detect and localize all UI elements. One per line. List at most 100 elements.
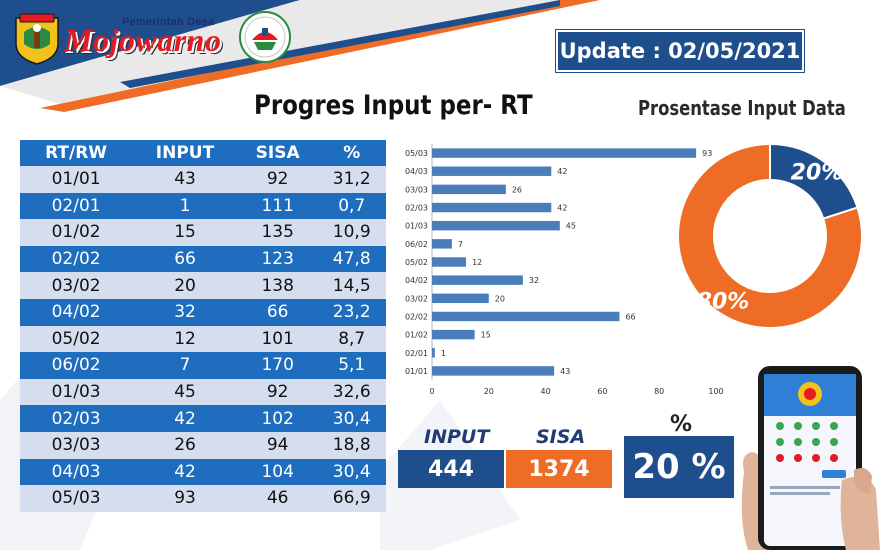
y-tick-label: 02/02: [405, 312, 428, 321]
x-tick-label: 80: [654, 387, 664, 396]
bar: [432, 329, 475, 340]
cell-percent: 18,8: [317, 431, 386, 459]
table-row: 01/03 45 92 32,6: [20, 378, 386, 406]
column-header-rtrw: RT/RW: [20, 140, 133, 166]
bar: [432, 184, 506, 195]
column-header-input: INPUT: [132, 140, 238, 166]
table-header-row: RT/RW INPUT SISA %: [20, 140, 386, 166]
data-label: 42: [557, 204, 567, 213]
table-row: 01/02 15 135 10,9: [20, 219, 386, 246]
bar: [432, 275, 523, 285]
cell-sisa: 94: [237, 431, 318, 459]
column-header-sisa: SISA: [237, 140, 318, 166]
cell-input: 43: [132, 166, 238, 193]
cell-rtrw: 04/02: [20, 298, 133, 326]
rt-progress-table: RT/RW INPUT SISA % 01/01 43 92 31,2 02/01 1 1…: [20, 140, 386, 512]
cell-input: 1: [132, 192, 238, 220]
header-orange-stripe: [40, 0, 600, 112]
org-subtitle: Pemerintah Desa: [122, 16, 215, 28]
bar: [432, 239, 452, 249]
sisa-total-value: 1374: [506, 450, 612, 488]
pie-chart-title: Prosentase Input Data: [638, 96, 846, 120]
bar: [432, 166, 552, 176]
update-date-badge: Update : 02/05/2021: [555, 29, 805, 73]
cell-percent: 5,1: [317, 352, 386, 379]
cell-sisa: 102: [237, 405, 318, 432]
data-label: 42: [557, 167, 567, 176]
cell-percent: 23,2: [317, 298, 386, 326]
y-tick-label: 05/02: [405, 258, 428, 267]
input-percentage-donut-chart: 20% 80%: [677, 142, 863, 329]
cell-rtrw: 03/02: [20, 272, 133, 299]
data-label: 66: [625, 312, 635, 321]
data-label: 43: [560, 367, 570, 376]
cell-percent: 31,2: [317, 166, 386, 193]
cell-rtrw: 01/03: [20, 378, 133, 406]
cell-percent: 10,9: [317, 219, 386, 246]
x-tick-label: 100: [708, 387, 723, 396]
cell-sisa: 46: [237, 485, 318, 512]
data-label: 45: [566, 222, 576, 231]
cell-sisa: 66: [237, 298, 318, 326]
cell-rtrw: 04/03: [20, 458, 133, 486]
bar: [432, 220, 560, 231]
donut-slice-label: 80%: [697, 290, 750, 315]
table-row: 04/03 42 104 30,4: [20, 458, 386, 486]
cell-sisa: 104: [237, 458, 318, 486]
bar: [432, 366, 555, 376]
data-label: 1: [441, 349, 446, 358]
cell-input: 42: [132, 458, 238, 486]
cell-rtrw: 01/02: [20, 219, 133, 246]
cell-sisa: 92: [237, 166, 318, 193]
cell-percent: 47,8: [317, 245, 386, 273]
cell-input: 12: [132, 325, 238, 353]
cell-input: 26: [132, 431, 238, 459]
y-tick-label: 03/02: [405, 294, 428, 303]
cell-input: 42: [132, 405, 238, 432]
cell-sisa: 135: [237, 219, 318, 246]
cell-sisa: 138: [237, 272, 318, 299]
x-tick-label: 40: [541, 387, 551, 396]
cell-sisa: 111: [237, 192, 318, 220]
bar: [432, 202, 552, 213]
y-tick-label: 04/03: [405, 167, 428, 176]
page-title: Progres Input per- RT: [254, 90, 533, 121]
bar: [432, 348, 435, 358]
table-row: 02/03 42 102 30,4: [20, 405, 386, 432]
cell-input: 15: [132, 219, 238, 246]
cell-percent: 8,7: [317, 325, 386, 353]
org-name-logo: Mojowarno: [64, 22, 222, 58]
table-row: 06/02 7 170 5,1: [20, 352, 386, 379]
x-tick-label: 20: [484, 387, 494, 396]
y-tick-label: 01/03: [405, 222, 428, 231]
cell-percent: 66,9: [317, 485, 386, 512]
data-label: 20: [495, 294, 505, 303]
input-total-value: 444: [398, 450, 504, 488]
y-tick-label: 02/03: [405, 204, 428, 213]
y-tick-label: 05/03: [405, 149, 428, 158]
regency-crest-icon: [15, 13, 59, 65]
ministry-emblem-icon: [239, 11, 291, 63]
percent-label: %: [670, 412, 693, 437]
cell-rtrw: 03/03: [20, 431, 133, 459]
cell-percent: 14,5: [317, 272, 386, 299]
table-row: 05/03 93 46 66,9: [20, 485, 386, 512]
cell-input: 32: [132, 298, 238, 326]
y-tick-label: 01/01: [405, 367, 428, 376]
column-header-percent: %: [317, 140, 386, 166]
cell-percent: 30,4: [317, 405, 386, 432]
bar: [432, 311, 620, 322]
cell-rtrw: 05/03: [20, 485, 133, 512]
bar: [432, 148, 697, 158]
cell-rtrw: 02/02: [20, 245, 133, 273]
cell-percent: 0,7: [317, 192, 386, 220]
table-row: 05/02 12 101 8,7: [20, 325, 386, 353]
sisa-total-label: SISA: [536, 426, 586, 448]
cell-sisa: 123: [237, 245, 318, 273]
table-row: 03/02 20 138 14,5: [20, 272, 386, 299]
donut-slice: [677, 142, 863, 329]
y-tick-label: 04/02: [405, 276, 428, 285]
data-label: 12: [472, 258, 482, 267]
input-total-label: INPUT: [424, 426, 490, 448]
data-label: 26: [512, 185, 522, 194]
